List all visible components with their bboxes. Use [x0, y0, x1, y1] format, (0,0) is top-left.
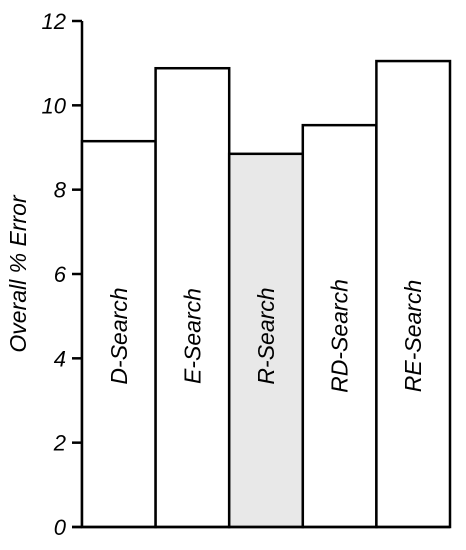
y-tick-label: 10: [42, 93, 67, 118]
y-axis: 0 2 4 6 8 10 12: [42, 9, 84, 540]
y-axis-title: Overall % Error: [5, 194, 31, 353]
y-tick-label: 6: [54, 262, 67, 287]
y-tick-label: 0: [54, 515, 67, 540]
bar-label: E-Search: [179, 288, 205, 384]
y-tick-label: 2: [53, 431, 66, 456]
bars: [72, 59, 452, 529]
bar-labels: D-Search E-Search R-Search RD-Search RE-Sear…: [106, 279, 426, 393]
y-tick-label: 12: [42, 9, 66, 34]
y-tick-label: 8: [54, 178, 67, 203]
bar-re-search: [375, 59, 452, 529]
bar-label: R-Search: [253, 287, 279, 384]
bar-d-search: [80, 139, 157, 529]
bar-label: RD-Search: [327, 279, 353, 393]
bar-label: RE-Search: [400, 280, 426, 392]
bar-label: D-Search: [106, 287, 132, 384]
y-tick-label: 4: [54, 346, 66, 371]
